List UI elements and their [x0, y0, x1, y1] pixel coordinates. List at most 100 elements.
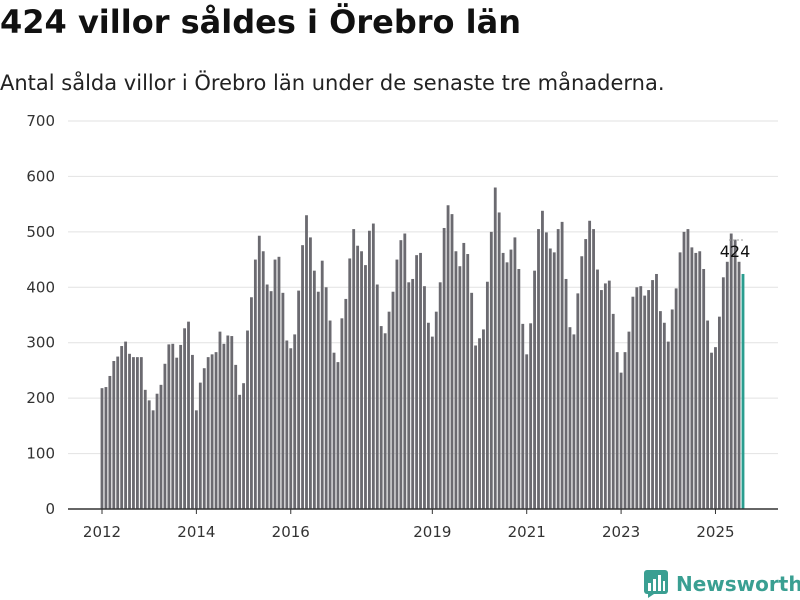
annotation-label: 424 [720, 242, 751, 261]
bar [116, 356, 120, 509]
x-tick-label: 2021 [508, 523, 546, 541]
bar [383, 333, 387, 509]
bar [529, 323, 533, 509]
bar [698, 251, 702, 509]
bar [430, 336, 434, 509]
bar-highlight [741, 273, 745, 509]
bar [218, 331, 222, 509]
bar [112, 361, 116, 509]
highlight-annotation: 424 [720, 239, 751, 261]
bar [281, 292, 285, 509]
bar [135, 357, 139, 509]
bar [584, 239, 588, 509]
bar [454, 251, 458, 509]
bar [682, 231, 686, 510]
bar [253, 259, 257, 509]
bar [737, 261, 741, 509]
chart-subtitle: Antal sålda villor i Örebro län under de… [0, 71, 665, 95]
bar [611, 313, 615, 509]
bar [659, 311, 662, 509]
bar [450, 214, 454, 509]
bar [171, 343, 175, 509]
bar [458, 266, 462, 509]
bar [356, 245, 360, 509]
bar [250, 297, 253, 509]
bar [706, 320, 710, 509]
bar [202, 368, 206, 509]
bar [600, 290, 603, 509]
bars [100, 187, 745, 510]
bar [293, 334, 297, 509]
bar [505, 262, 509, 509]
bar [478, 338, 481, 509]
bar [627, 331, 631, 509]
bar [194, 410, 198, 509]
x-tick-label: 2019 [413, 523, 451, 541]
bar [364, 265, 367, 509]
bar [615, 352, 619, 509]
bar [580, 256, 584, 509]
y-tick-label: 500 [26, 223, 55, 241]
y-tick-label: 0 [45, 500, 55, 518]
bar [147, 400, 151, 509]
bar [482, 329, 485, 509]
bar [273, 259, 277, 509]
bar [411, 278, 415, 509]
bar [466, 254, 470, 509]
bar [596, 269, 599, 509]
y-tick-label: 400 [26, 278, 55, 296]
bar [387, 311, 391, 509]
bar [159, 384, 163, 509]
bar [643, 295, 647, 509]
bar [100, 388, 104, 509]
bar [395, 259, 399, 509]
bar [312, 270, 316, 509]
bar [619, 372, 623, 509]
bar [438, 282, 442, 509]
bar [415, 255, 419, 509]
bar [348, 258, 352, 509]
bar [489, 231, 493, 510]
bar [206, 357, 210, 509]
bar [167, 344, 171, 509]
bar [670, 309, 674, 509]
bar [246, 330, 249, 509]
bar [277, 256, 281, 509]
bar [320, 260, 324, 509]
bar [666, 341, 670, 509]
bar [576, 293, 580, 509]
bar [285, 340, 289, 509]
bar [592, 229, 595, 509]
bar [541, 210, 544, 510]
bar [316, 291, 320, 509]
bar [521, 323, 525, 509]
bar [651, 280, 654, 509]
bar [517, 268, 521, 509]
bar [371, 223, 375, 510]
newsworthy-logo-icon [644, 570, 668, 598]
bar [674, 288, 678, 509]
y-tick-label: 100 [26, 445, 55, 463]
bar [423, 286, 426, 509]
bar [124, 341, 128, 509]
bar [324, 287, 328, 509]
bar [714, 347, 717, 509]
bar [564, 278, 568, 509]
y-tick-label: 200 [26, 389, 55, 407]
bar [139, 357, 143, 509]
bar [375, 284, 379, 509]
bar [226, 335, 230, 509]
bar [340, 318, 344, 509]
bar [257, 235, 261, 510]
bar [328, 320, 332, 509]
bar [607, 280, 611, 509]
bar [132, 357, 135, 509]
bar [729, 233, 733, 509]
bar [183, 328, 186, 509]
bar [544, 232, 548, 509]
bar [332, 352, 336, 509]
bar [462, 242, 466, 509]
bar [442, 227, 446, 510]
bar [163, 363, 167, 509]
brand-logo-group[interactable]: Newsworthy [644, 568, 800, 600]
